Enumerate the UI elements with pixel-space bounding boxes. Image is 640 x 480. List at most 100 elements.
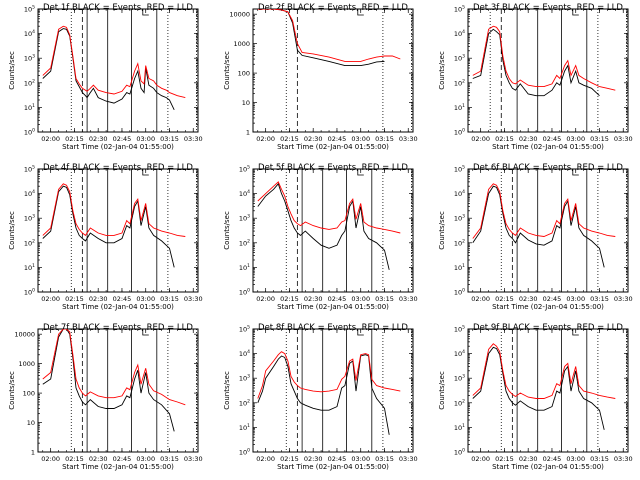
plot-frame bbox=[467, 168, 629, 293]
series-line-lld bbox=[42, 25, 186, 99]
x-tick-label: 03:15 bbox=[160, 295, 179, 303]
chart-panel-8: Det 8f BLACK = Events, RED = LLD Counts/s… bbox=[223, 323, 418, 471]
series-line-events bbox=[472, 28, 600, 97]
y-tick-label: 100 bbox=[239, 448, 250, 457]
chart-title: Det 1f BLACK = Events, RED = LLD bbox=[43, 3, 193, 13]
series-line-events bbox=[257, 9, 385, 67]
bracket-marker bbox=[357, 9, 364, 16]
y-tick-label: 104 bbox=[454, 29, 465, 38]
x-tick-label: 03:15 bbox=[160, 455, 179, 463]
x-tick-label: 03:00 bbox=[566, 295, 585, 303]
y-tick-label: 101 bbox=[24, 103, 35, 112]
x-tick-label: 02:00 bbox=[41, 135, 60, 143]
x-tick-label: 03:15 bbox=[375, 135, 394, 143]
x-tick-label: 02:00 bbox=[256, 455, 275, 463]
y-tick-label: 105 bbox=[24, 5, 35, 14]
plot-frame bbox=[37, 168, 199, 293]
x-axis-label: Start Time (02-Jan-04 01:55:00) bbox=[277, 463, 389, 471]
x-tick-label: 02:30 bbox=[89, 295, 108, 303]
x-tick-label: 03:00 bbox=[566, 135, 585, 143]
x-tick-label: 02:30 bbox=[304, 455, 323, 463]
y-tick-label: 105 bbox=[239, 325, 250, 334]
chart-title: Det 6f BLACK = Events, RED = LLD bbox=[473, 163, 623, 173]
y-tick-label: 1 bbox=[31, 449, 35, 457]
y-tick-label: 103 bbox=[454, 54, 465, 63]
y-tick-label: 100 bbox=[454, 448, 465, 457]
y-tick-label: 1 bbox=[246, 129, 250, 137]
chart-panel-3: Det 3f BLACK = Events, RED = LLD Counts/s… bbox=[438, 3, 633, 151]
series-line-events bbox=[42, 185, 175, 268]
y-tick-label: 105 bbox=[454, 325, 465, 334]
bracket-marker bbox=[357, 169, 364, 176]
chart-panel-1: Det 1f BLACK = Events, RED = LLD Counts/s… bbox=[8, 3, 203, 151]
plot-frame bbox=[467, 8, 629, 133]
y-tick-label: 104 bbox=[239, 189, 250, 198]
x-tick-label: 03:00 bbox=[566, 455, 585, 463]
y-tick-label: 100 bbox=[24, 288, 35, 297]
x-tick-label: 02:15 bbox=[280, 135, 299, 143]
x-tick-label: 03:30 bbox=[399, 135, 418, 143]
x-tick-label: 02:00 bbox=[41, 455, 60, 463]
x-tick-label: 03:00 bbox=[136, 455, 155, 463]
plot-frame bbox=[467, 328, 629, 453]
x-tick-label: 03:15 bbox=[375, 455, 394, 463]
series-line-lld bbox=[257, 181, 401, 234]
chart-title: Det 8f BLACK = Events, RED = LLD bbox=[258, 323, 408, 333]
y-tick-label: 10000 bbox=[229, 11, 250, 19]
x-tick-label: 02:15 bbox=[65, 455, 84, 463]
x-tick-label: 03:30 bbox=[184, 295, 203, 303]
x-tick-label: 02:15 bbox=[280, 295, 299, 303]
y-tick-label: 104 bbox=[454, 189, 465, 198]
y-tick-label: 102 bbox=[454, 78, 465, 87]
y-tick-label: 104 bbox=[24, 29, 35, 38]
bracket-marker bbox=[572, 329, 579, 336]
y-tick-label: 105 bbox=[239, 165, 250, 174]
x-tick-label: 03:30 bbox=[399, 455, 418, 463]
x-axis-label: Start Time (02-Jan-04 01:55:00) bbox=[62, 463, 174, 471]
y-tick-label: 103 bbox=[239, 214, 250, 223]
y-tick-label: 10 bbox=[242, 99, 250, 107]
x-tick-label: 03:00 bbox=[136, 135, 155, 143]
plot-frame bbox=[252, 168, 414, 293]
x-tick-label: 02:45 bbox=[328, 455, 347, 463]
series-line-lld bbox=[472, 183, 616, 239]
bracket-marker bbox=[142, 169, 149, 176]
bracket-marker bbox=[142, 9, 149, 16]
bracket-marker bbox=[572, 9, 579, 16]
chart-panel-4: Det 4f BLACK = Events, RED = LLD Counts/s… bbox=[8, 163, 203, 311]
x-tick-label: 02:30 bbox=[89, 455, 108, 463]
plot-frame bbox=[252, 328, 414, 453]
x-tick-label: 02:15 bbox=[280, 455, 299, 463]
series-line-lld bbox=[472, 25, 616, 91]
x-axis-label: Start Time (02-Jan-04 01:55:00) bbox=[277, 303, 389, 311]
plot-frame bbox=[37, 8, 199, 133]
bracket-marker bbox=[142, 329, 149, 336]
y-axis-label: Counts/sec bbox=[438, 51, 446, 90]
x-tick-label: 02:15 bbox=[65, 295, 84, 303]
y-tick-label: 101 bbox=[239, 263, 250, 272]
y-axis-label: Counts/sec bbox=[223, 211, 231, 250]
y-tick-label: 100 bbox=[238, 70, 250, 78]
chart-panel-6: Det 6f BLACK = Events, RED = LLD Counts/s… bbox=[438, 163, 633, 311]
series-line-events bbox=[42, 329, 175, 432]
y-tick-label: 1000 bbox=[233, 40, 250, 48]
x-tick-label: 03:15 bbox=[590, 455, 609, 463]
series-line-events bbox=[472, 346, 605, 430]
y-tick-label: 101 bbox=[454, 263, 465, 272]
y-tick-label: 102 bbox=[454, 238, 465, 247]
x-axis-label: Start Time (02-Jan-04 01:55:00) bbox=[62, 143, 174, 151]
x-tick-label: 02:45 bbox=[113, 295, 132, 303]
x-tick-label: 02:00 bbox=[471, 295, 490, 303]
y-tick-label: 100 bbox=[24, 128, 35, 137]
y-tick-label: 104 bbox=[239, 349, 250, 358]
x-tick-label: 02:45 bbox=[113, 135, 132, 143]
x-tick-label: 03:30 bbox=[614, 455, 633, 463]
y-tick-label: 100 bbox=[23, 390, 35, 398]
x-axis-label: Start Time (02-Jan-04 01:55:00) bbox=[492, 303, 604, 311]
y-tick-label: 104 bbox=[454, 349, 465, 358]
x-tick-label: 03:15 bbox=[160, 135, 179, 143]
y-tick-label: 101 bbox=[239, 423, 250, 432]
y-axis-label: Counts/sec bbox=[438, 211, 446, 250]
x-tick-label: 02:30 bbox=[304, 135, 323, 143]
y-tick-label: 102 bbox=[24, 78, 35, 87]
